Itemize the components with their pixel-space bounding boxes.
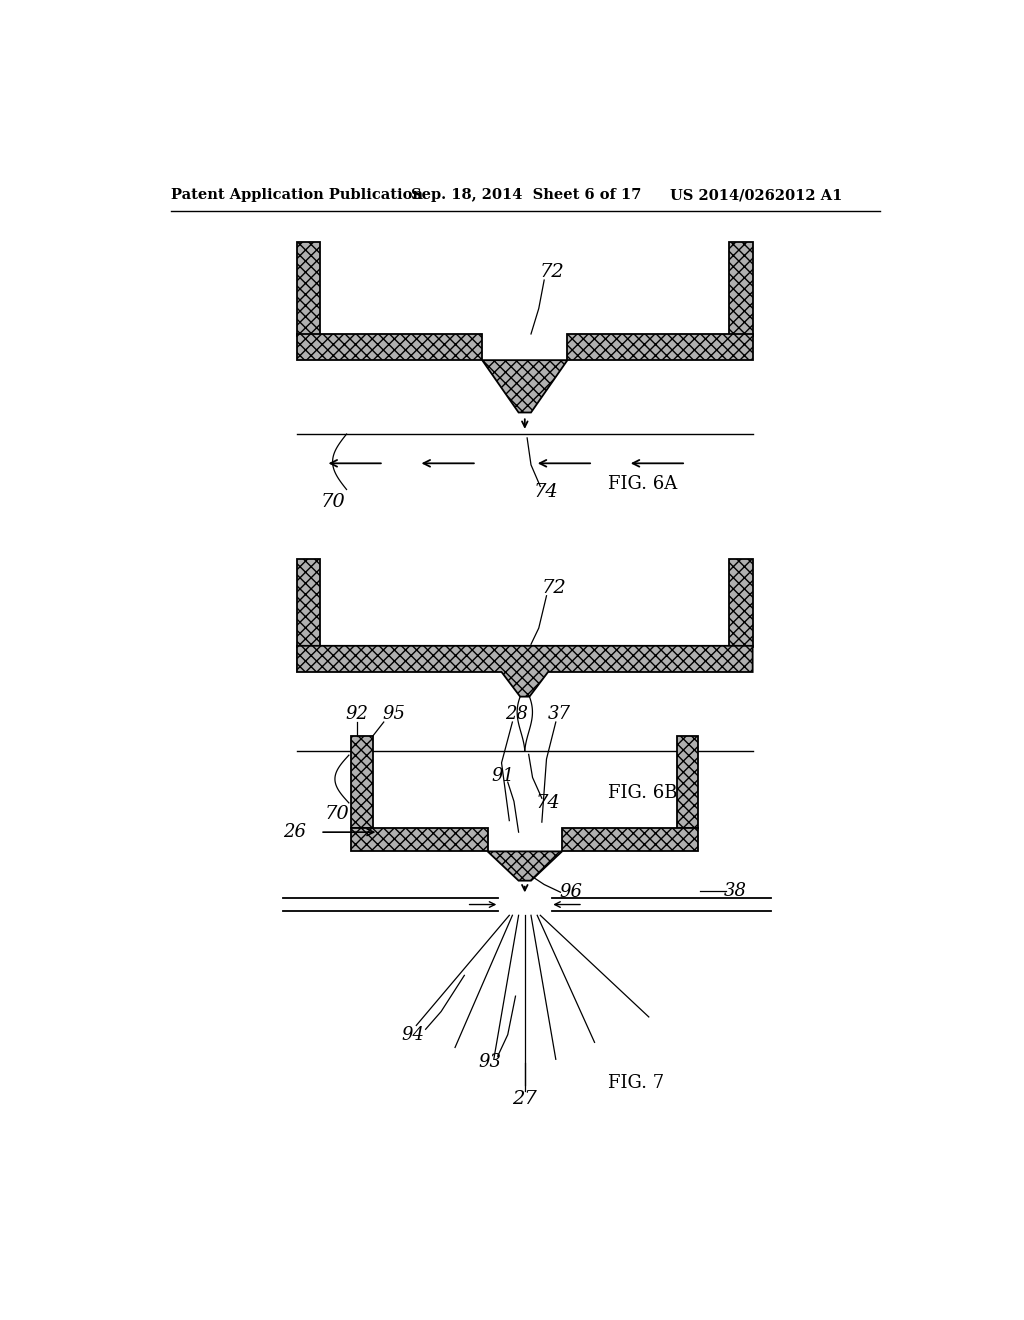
Text: 27: 27 — [512, 1089, 538, 1107]
Text: 92: 92 — [346, 705, 369, 723]
Text: Patent Application Publication: Patent Application Publication — [171, 189, 423, 202]
Text: 28: 28 — [506, 705, 528, 723]
Text: 26: 26 — [283, 824, 306, 841]
Polygon shape — [351, 829, 487, 851]
Text: 94: 94 — [401, 1026, 424, 1044]
Text: 70: 70 — [321, 492, 346, 511]
Polygon shape — [567, 334, 753, 360]
Text: FIG. 6B: FIG. 6B — [608, 784, 678, 801]
Text: 74: 74 — [536, 793, 560, 812]
Text: 93: 93 — [478, 1052, 502, 1071]
Text: Sep. 18, 2014  Sheet 6 of 17: Sep. 18, 2014 Sheet 6 of 17 — [411, 189, 641, 202]
Polygon shape — [562, 829, 698, 851]
Text: 95: 95 — [382, 705, 406, 723]
Polygon shape — [297, 645, 753, 697]
Text: 72: 72 — [542, 579, 566, 597]
Polygon shape — [297, 334, 482, 360]
Text: 74: 74 — [535, 483, 559, 500]
Text: 38: 38 — [724, 883, 748, 900]
Polygon shape — [729, 242, 753, 335]
Polygon shape — [297, 558, 321, 647]
Polygon shape — [482, 360, 567, 412]
Polygon shape — [729, 558, 753, 647]
Polygon shape — [351, 737, 373, 829]
Polygon shape — [487, 851, 562, 880]
Text: 96: 96 — [560, 883, 583, 902]
Text: 91: 91 — [492, 767, 515, 785]
Text: 70: 70 — [325, 805, 349, 822]
Text: 72: 72 — [540, 264, 564, 281]
Text: FIG. 6A: FIG. 6A — [608, 475, 678, 494]
Polygon shape — [677, 737, 698, 829]
Text: US 2014/0262012 A1: US 2014/0262012 A1 — [671, 189, 843, 202]
Text: 37: 37 — [548, 705, 571, 723]
Text: FIG. 7: FIG. 7 — [608, 1074, 665, 1092]
Polygon shape — [297, 242, 321, 335]
